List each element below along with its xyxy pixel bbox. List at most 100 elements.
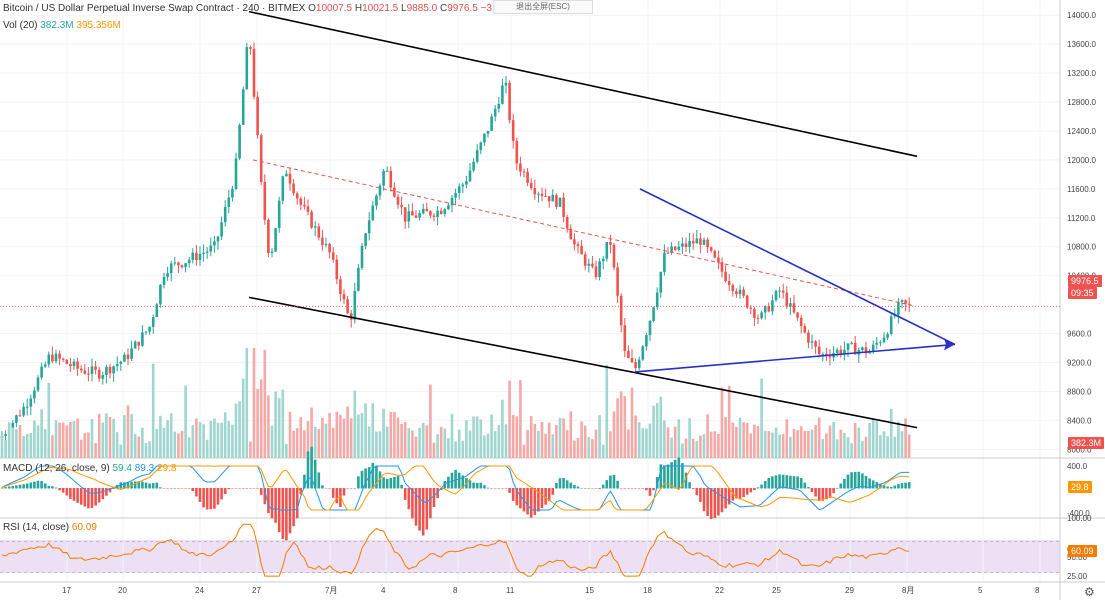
macd-histogram-bar [378, 471, 382, 489]
candle-body [191, 252, 195, 260]
volume-bar [180, 430, 184, 458]
macd-histogram-bar [727, 488, 731, 505]
volume-bar [745, 422, 749, 458]
volume-bar [281, 389, 285, 458]
macd-tag: 29.8 [1068, 481, 1092, 493]
candle-body [112, 366, 115, 374]
macd-histogram-bar [155, 482, 159, 489]
volume-bar [364, 403, 367, 458]
candle-body [335, 259, 339, 280]
price-tick-label: 12800.0 [1067, 98, 1096, 107]
volume-bar [69, 421, 72, 458]
symbol-title[interactable]: Bitcoin / US Dollar Perpetual Inverse Sw… [3, 3, 306, 14]
candle-body [252, 48, 256, 97]
macd-histogram-bar [605, 480, 609, 489]
candle-body [126, 354, 130, 359]
candle-body [515, 140, 519, 164]
macd-histogram-bar [241, 488, 245, 489]
candle-body [187, 259, 191, 264]
volume-bar [457, 429, 461, 458]
volume-ma-legend-value: 395.356M [76, 20, 121, 31]
rsi-tick-label: 50.00 [1067, 553, 1088, 562]
candle-body [87, 373, 90, 375]
volume-bar [439, 426, 443, 458]
volume-bar [184, 385, 187, 458]
volume-bar [342, 418, 346, 458]
macd-histogram-bar [745, 488, 749, 495]
exit-fullscreen-button[interactable]: 退出全屏(ESC) [493, 0, 593, 14]
candle-body [18, 415, 22, 417]
volume-bar [450, 414, 454, 458]
macd-histogram-bar [533, 488, 537, 515]
candle-body [871, 344, 875, 352]
candle-body [756, 317, 760, 319]
candle-body [367, 220, 371, 234]
candle-body [105, 366, 108, 376]
macd-histogram-bar [673, 459, 677, 489]
macd-histogram-bar [907, 482, 911, 489]
low-value: 9885.0 [406, 3, 438, 14]
volume-bar [425, 425, 429, 458]
candle-body [558, 197, 562, 207]
settings-gear-icon[interactable]: ⚙ [1084, 585, 1095, 599]
rsi-legend[interactable]: RSI (14, close) 60.09 [3, 522, 97, 533]
candle-body [522, 171, 526, 173]
price-tick-label: 13200.0 [1067, 69, 1096, 78]
candle-body [360, 245, 364, 268]
candle-body [483, 133, 486, 143]
volume-bar [94, 443, 97, 458]
volume-bar [781, 433, 785, 458]
macd-histogram-bar [76, 488, 79, 503]
candle-body [562, 197, 565, 217]
volume-bar [501, 399, 504, 458]
macd-histogram-bar [457, 472, 461, 489]
candle-body [749, 307, 753, 309]
candle-body [735, 291, 738, 295]
candle-body [205, 251, 209, 253]
macd-histogram-bar [587, 488, 591, 489]
candle-body [472, 161, 475, 171]
volume-bar [573, 440, 576, 458]
volume-bar [537, 430, 540, 458]
candle-body [792, 303, 796, 313]
volume-bar [447, 438, 450, 458]
macd-histogram-bar [43, 483, 47, 489]
volume-bar [177, 433, 180, 458]
volume-bar [238, 401, 241, 458]
macd-histogram-bar [753, 488, 756, 491]
macd-histogram-bar [123, 482, 126, 489]
volume-bar [393, 412, 396, 458]
macd-histogram-bar [245, 488, 249, 489]
macd-histogram-bar [573, 485, 576, 489]
volume-bar [155, 429, 159, 458]
candle-body [533, 188, 537, 195]
candle-body [835, 349, 839, 354]
candle-body [616, 267, 619, 296]
volume-bar [43, 429, 47, 458]
candle-body [393, 187, 396, 197]
volume-bar [490, 414, 493, 458]
time-tick-label: 4 [381, 586, 386, 595]
macd-histogram-bar [565, 480, 569, 489]
candle-body [501, 85, 504, 104]
close-value: 9976.5 [447, 3, 478, 14]
macd-histogram-bar [166, 488, 169, 489]
volume-bar [907, 434, 911, 458]
candle-body [479, 142, 483, 151]
macd-histogram-bar [886, 486, 889, 489]
macd-histogram-bar [173, 488, 177, 489]
macd-legend[interactable]: MACD (12, 26, close, 9) 59.4 89.3 29.8 [3, 463, 176, 474]
volume-bar [493, 431, 497, 458]
volume-bar [526, 429, 529, 458]
macd-histogram-bar [864, 475, 868, 489]
macd-histogram-bar [879, 483, 882, 489]
volume-bar [843, 432, 846, 458]
volume-bar [850, 443, 853, 458]
macd-histogram-bar [889, 486, 893, 489]
volume-legend[interactable]: Vol (20) 382.3M 395.356M [3, 20, 121, 31]
macd-histogram-bar [825, 488, 828, 500]
triangle-lower [634, 343, 956, 373]
volume-bar [36, 425, 40, 458]
macd-histogram-bar [112, 488, 115, 489]
